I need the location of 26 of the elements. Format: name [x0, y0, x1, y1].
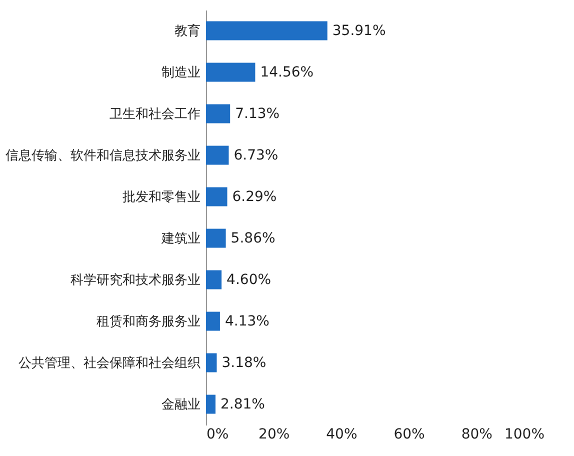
data-label: 6.29%	[232, 188, 277, 205]
y-tick-label: 科学研究和技术服务业	[70, 272, 200, 288]
data-label: 35.91%	[332, 22, 386, 39]
x-tick-label: 40%	[326, 426, 358, 442]
y-tick-label: 公共管理、社会保障和社会组织	[18, 356, 200, 371]
x-tick-label: 100%	[504, 426, 544, 442]
y-tick-label: 金融业	[162, 397, 200, 412]
data-label: 6.73%	[234, 147, 278, 164]
x-tick-label: 0%	[206, 426, 229, 442]
x-tick-label: 20%	[258, 426, 290, 442]
data-label: 7.13%	[235, 106, 280, 122]
y-tick-label: 批发和零售业	[122, 190, 200, 205]
y-tick-label: 教育	[174, 22, 200, 39]
y-tick-label: 信息传输、软件和信息技术服务业	[6, 148, 200, 164]
data-label: 14.56%	[260, 64, 314, 80]
x-tick-label: 60%	[394, 426, 425, 442]
data-label: 2.81%	[220, 396, 265, 412]
data-label: 4.13%	[224, 313, 270, 330]
y-tick-label: 建筑业	[160, 231, 200, 246]
y-tick-label: 制造业	[162, 65, 200, 80]
data-label: 5.86%	[230, 230, 276, 246]
x-tick-label: 80%	[461, 426, 492, 442]
data-label: 3.18%	[222, 354, 266, 371]
y-tick-label: 卫生和社会工作	[110, 106, 200, 122]
y-tick-label: 租赁和商务服务业	[96, 314, 200, 330]
data-label: 4.60%	[226, 272, 272, 288]
